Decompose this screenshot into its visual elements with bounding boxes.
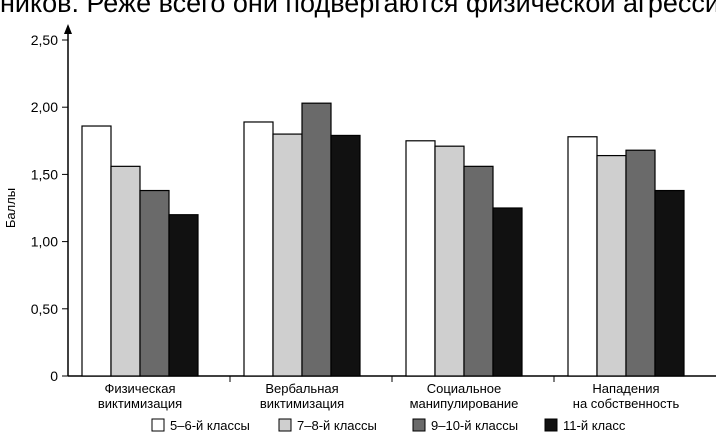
y-tick-label: 0,50 [31,301,58,317]
bar [654,189,685,377]
bar [330,134,361,377]
y-axis-arrow [64,24,72,34]
x-tick-label: на собственность [573,396,680,411]
chart-bars [81,102,685,377]
x-tick-label: манипулирование [410,396,519,411]
legend-swatch [278,418,292,432]
legend-swatch [544,418,558,432]
chart-axes: 00,501,001,502,002,50БаллыФизическаявикт… [3,24,716,411]
bar [168,214,199,377]
y-tick-label: 2,00 [31,99,58,115]
bar [110,165,141,377]
y-tick-label: 2,50 [31,32,58,48]
bar [625,149,656,377]
bar [463,165,494,377]
bar [434,145,465,377]
bar [81,125,112,377]
legend-label: 7–8-й классы [297,418,377,433]
legend-swatch [151,418,165,432]
y-tick-label: 1,50 [31,166,58,182]
x-tick-label: Нападения [592,381,659,396]
y-tick-label: 1,00 [31,234,58,250]
bar [596,154,627,377]
bar [405,140,436,377]
bar [272,133,303,377]
y-tick-label: 0 [50,368,58,384]
bar [301,102,332,377]
chart-legend: 5–6-й классы 7–8-й классы 9–10-й классы 11-… [151,418,626,433]
page-text-fragment: ников. Реже всего они подвергаются физич… [0,0,716,18]
bar [492,207,523,377]
legend-label: 11-й класс [563,418,626,433]
x-tick-label: Социальное [427,381,502,396]
x-tick-label: Вербальная [265,381,338,396]
legend-label: 5–6-й классы [170,418,250,433]
bar [243,121,274,377]
legend-swatch [412,418,426,432]
x-tick-label: виктимизация [98,396,182,411]
legend-label: 9–10-й классы [431,418,518,433]
bar [139,189,170,377]
y-axis-label: Баллы [3,188,18,228]
x-tick-label: виктимизация [260,396,344,411]
x-tick-label: Физическая [104,381,175,396]
bar [567,136,598,377]
